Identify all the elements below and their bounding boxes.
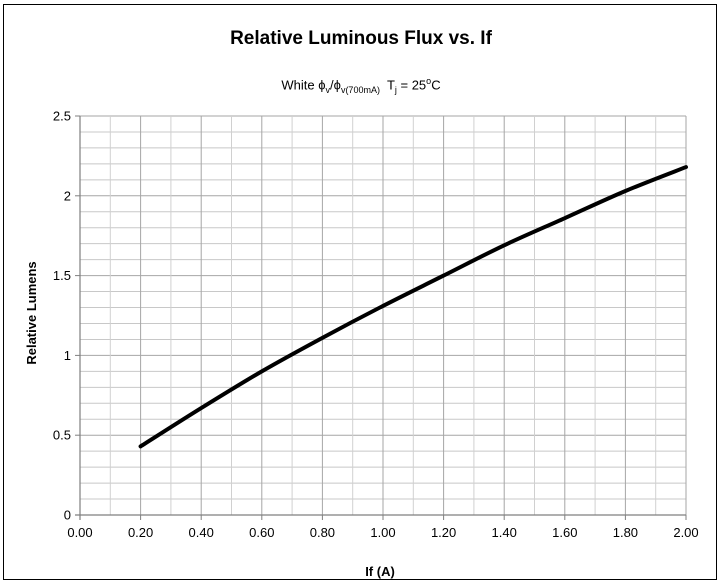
chart-subtitle: White ϕv/ϕv(700mA) Tj = 25oC — [0, 76, 722, 95]
y-tick-label: 2.5 — [53, 109, 71, 124]
subtitle-degree: o — [426, 76, 432, 86]
subtitle-unit: C — [431, 77, 441, 93]
x-axis-label: If (A) — [365, 564, 395, 579]
y-tick-label: 0.5 — [53, 428, 71, 443]
x-tick-label: 0.40 — [189, 525, 214, 540]
subtitle-tj-sub: j — [394, 84, 397, 95]
y-tick-label: 1 — [64, 348, 71, 363]
x-tick-label: 1.80 — [613, 525, 638, 540]
x-tick-label: 0.00 — [67, 525, 92, 540]
chart-title: Relative Luminous Flux vs. If — [230, 28, 492, 49]
y-tick-label: 1.5 — [53, 268, 71, 283]
subtitle-sub-ref: v(700mA) — [340, 84, 380, 95]
y-axis-ticks: 0 0.5 1 1.5 2 2.5 — [53, 109, 80, 523]
subtitle-eq: = 25 — [396, 77, 427, 93]
subtitle-sub: v — [325, 84, 331, 95]
x-tick-label: 0.80 — [310, 525, 335, 540]
subtitle-lead: White — [281, 77, 319, 93]
series-layer — [138, 165, 688, 449]
grid — [75, 115, 687, 520]
subtitle-phi-ref: ϕ — [333, 77, 341, 93]
x-axis-ticks: 0.00 0.20 0.40 0.60 0.80 1.00 1.20 1.40 1.60 1.80… — [67, 515, 699, 540]
y-tick-label: 0 — [64, 508, 71, 523]
subtitle-phi: ϕ — [318, 77, 326, 93]
x-tick-label: 1.20 — [431, 525, 456, 540]
subtitle-slash: / — [330, 77, 334, 93]
y-axis-label: Relative Lumens — [24, 261, 39, 364]
x-tick-label: 2.00 — [673, 525, 698, 540]
y-tick-label: 2 — [64, 188, 71, 203]
series-line — [138, 165, 688, 449]
x-tick-label: 1.40 — [492, 525, 517, 540]
x-tick-label: 1.00 — [370, 525, 395, 540]
x-tick-label: 1.60 — [552, 525, 577, 540]
x-tick-label: 0.20 — [128, 525, 153, 540]
subtitle-tj: T — [379, 77, 395, 93]
x-tick-label: 0.60 — [249, 525, 274, 540]
